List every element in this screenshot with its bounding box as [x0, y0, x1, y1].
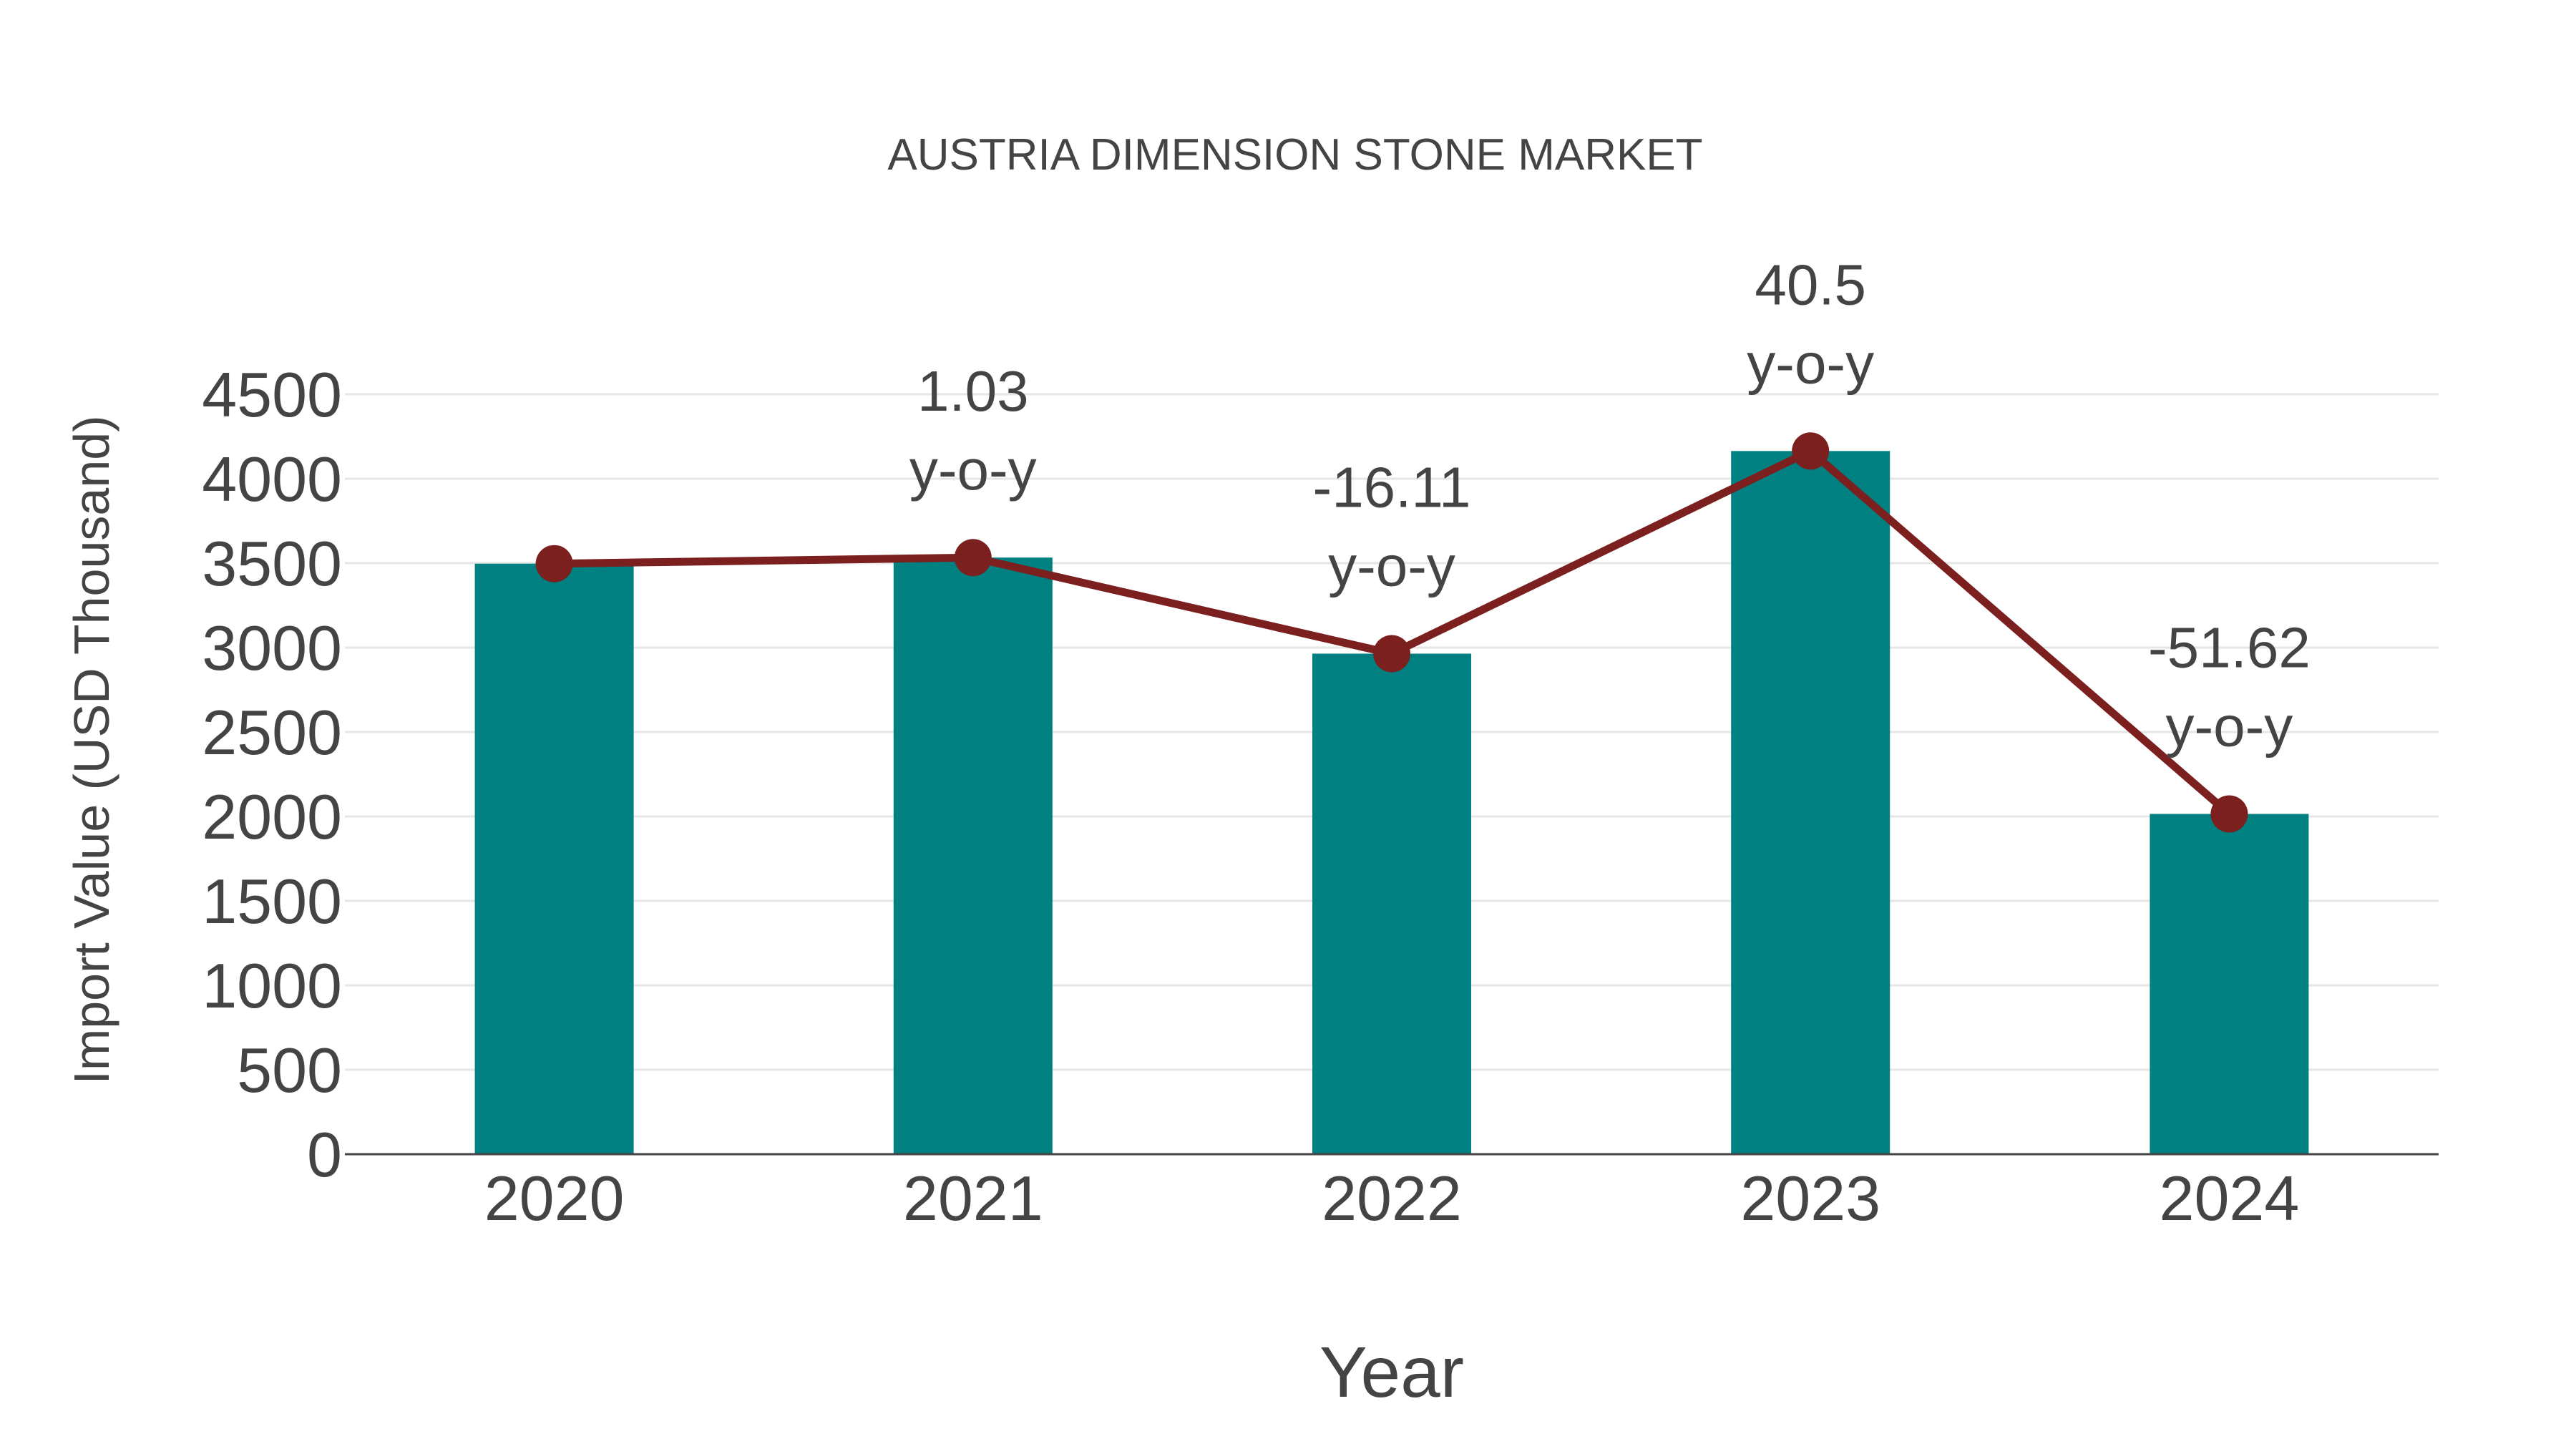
bars	[474, 451, 2309, 1154]
bar-2022	[1312, 653, 1471, 1154]
x-axis-title: Year	[1319, 1332, 1464, 1413]
y-tick-label: 4000	[202, 444, 342, 514]
y-tick-label: 500	[237, 1035, 342, 1106]
yoy-label: y-o-y	[2166, 694, 2293, 758]
x-tick-label: 2022	[1322, 1163, 1462, 1234]
x-tick-label: 2021	[903, 1163, 1043, 1234]
bar-2020	[474, 563, 634, 1154]
trend-line	[535, 432, 2248, 833]
trend-marker	[2210, 795, 2248, 833]
y-tick-label: 4500	[202, 359, 342, 430]
yoy-value: -16.11	[1313, 455, 1471, 519]
y-axis-ticks: 0 500 1000 1500 2000 2500 3000 3500 4000 4500	[202, 359, 342, 1190]
x-tick-label: 2020	[484, 1163, 625, 1234]
chart-title: AUSTRIA DIMENSION STONE MARKET	[887, 130, 1702, 180]
y-tick-label: 2500	[202, 697, 342, 768]
bar-2021	[893, 557, 1053, 1154]
x-axis-ticks: 2020 2021 2022 2023 2024	[484, 1163, 2300, 1234]
trend-marker	[535, 545, 573, 582]
trend-marker	[1792, 432, 1830, 470]
yoy-value: -51.62	[2148, 615, 2311, 679]
y-tick-label: 2000	[202, 781, 342, 852]
yoy-label: y-o-y	[1328, 534, 1455, 597]
y-tick-label: 3000	[202, 613, 342, 683]
bar-2023	[1731, 451, 1890, 1154]
yoy-value: 1.03	[917, 359, 1029, 423]
x-tick-label: 2024	[2160, 1163, 2300, 1234]
yoy-annotations: 1.03 y-o-y -16.11 y-o-y 40.5 y-o-y -51.62 y-o-y	[909, 253, 2311, 758]
yoy-label: y-o-y	[909, 438, 1037, 502]
bar-2024	[2150, 814, 2309, 1154]
y-tick-label: 1500	[202, 866, 342, 937]
yoy-value: 40.5	[1755, 253, 1866, 316]
y-tick-label: 0	[307, 1119, 342, 1190]
x-tick-label: 2023	[1740, 1163, 1880, 1234]
y-tick-label: 1000	[202, 950, 342, 1021]
trend-marker	[954, 539, 992, 577]
trend-marker	[1373, 635, 1410, 673]
y-axis-title: Import Value (USD Thousand)	[64, 415, 119, 1084]
y-tick-label: 3500	[202, 528, 342, 599]
yoy-label: y-o-y	[1747, 331, 1874, 395]
